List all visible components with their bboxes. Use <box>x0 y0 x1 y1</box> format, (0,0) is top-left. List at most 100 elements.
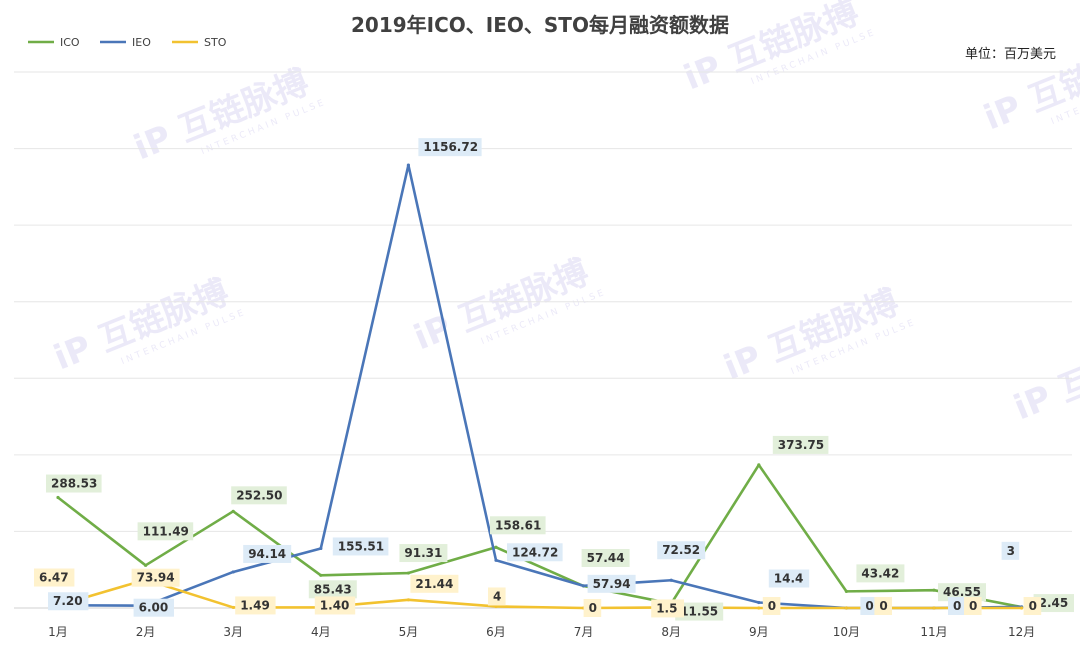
data-point-sto <box>1020 606 1023 609</box>
data-point-ieo <box>670 579 673 582</box>
data-label-sto: 4 <box>488 587 506 605</box>
series-line-ico <box>58 465 1022 607</box>
data-label-text: 43.42 <box>861 566 899 580</box>
watermark-text: iP 互链脉搏 <box>1008 322 1080 428</box>
data-point-sto <box>407 598 410 601</box>
legend-label: IEO <box>132 36 151 49</box>
data-label-ieo: 3 <box>1002 542 1020 560</box>
data-label-text: 0 <box>865 599 873 613</box>
x-tick-label: 4月 <box>311 625 331 639</box>
data-point-ieo <box>757 601 760 604</box>
data-point-sto <box>757 606 760 609</box>
data-point-ico <box>407 571 410 574</box>
data-point-ico <box>494 546 497 549</box>
data-point-ico <box>845 590 848 593</box>
data-label-sto: 1.40 <box>315 596 355 614</box>
data-label-ico: 252.50 <box>231 486 287 504</box>
x-tick-label: 6月 <box>486 625 506 639</box>
data-point-sto <box>232 606 235 609</box>
data-label-sto: 1.5 <box>651 599 684 617</box>
data-label-text: 288.53 <box>51 477 97 491</box>
x-tick-label: 10月 <box>833 625 860 639</box>
legend-item-ico: ICO <box>28 36 80 49</box>
data-label-ieo: 124.72 <box>507 543 563 561</box>
data-label-text: 111.49 <box>143 524 189 538</box>
data-label-text: 94.14 <box>248 547 286 561</box>
unit-label: 单位：百万美元 <box>965 47 1056 62</box>
chart-title: 2019年ICO、IEO、STO每月融资额数据 <box>351 13 729 37</box>
data-label-ieo: 72.52 <box>657 541 705 559</box>
data-label-text: 2.45 <box>1039 596 1069 610</box>
data-point-ieo <box>582 584 585 587</box>
data-label-ico: 43.42 <box>856 564 904 582</box>
data-point-ico <box>56 496 59 499</box>
data-label-ico: 158.61 <box>490 516 546 534</box>
data-label-text: 1156.72 <box>423 140 478 154</box>
data-label-sto: 0 <box>874 597 892 615</box>
data-label-sto: 0 <box>584 599 602 617</box>
legend-item-ieo: IEO <box>100 36 151 49</box>
data-label-text: 85.43 <box>314 582 352 596</box>
data-label-text: 373.75 <box>778 438 824 452</box>
data-label-text: 158.61 <box>495 518 541 532</box>
data-point-ico <box>319 574 322 577</box>
data-point-ico <box>757 463 760 466</box>
x-tick-label: 8月 <box>661 625 681 639</box>
data-label-text: 3 <box>1007 544 1015 558</box>
data-label-text: 1.40 <box>320 598 350 612</box>
data-point-ico <box>232 510 235 513</box>
data-label-ieo: 1156.72 <box>418 138 481 156</box>
data-label-ieo: 155.51 <box>333 537 389 555</box>
data-label-text: 1.5 <box>656 601 677 615</box>
data-point-ieo <box>494 559 497 562</box>
data-label-text: 7.20 <box>53 594 83 608</box>
data-label-text: 155.51 <box>338 539 384 553</box>
x-tick-label: 3月 <box>223 625 243 639</box>
data-label-text: 252.50 <box>236 488 282 502</box>
legend-item-sto: STO <box>172 36 227 49</box>
x-tick-label: 2月 <box>136 625 156 639</box>
data-label-ico: 111.49 <box>138 522 194 540</box>
data-label-text: 0 <box>953 599 961 613</box>
data-label-ico: 373.75 <box>773 436 829 454</box>
data-label-sto: 6.47 <box>34 569 74 587</box>
data-point-ico <box>932 589 935 592</box>
data-label-text: 14.4 <box>774 571 804 585</box>
data-point-ieo <box>407 164 410 167</box>
x-tick-label: 12月 <box>1008 625 1035 639</box>
data-label-sto: 73.94 <box>132 569 180 587</box>
data-label-ico: 57.44 <box>582 549 630 567</box>
legend-label: ICO <box>60 36 80 49</box>
data-label-sto: 0 <box>763 597 781 615</box>
data-label-ieo: 94.14 <box>243 545 291 563</box>
data-label-text: 73.94 <box>137 571 175 585</box>
data-label-ico: 288.53 <box>46 475 102 493</box>
data-label-text: 6.00 <box>139 601 169 615</box>
x-tick-label: 5月 <box>399 625 419 639</box>
data-label-text: 0 <box>879 599 887 613</box>
data-label-sto: 21.44 <box>410 575 458 593</box>
data-label-text: 57.94 <box>593 577 631 591</box>
data-label-text: 6.47 <box>39 571 69 585</box>
data-label-text: 1.49 <box>240 598 270 612</box>
data-point-ieo <box>319 547 322 550</box>
data-label-text: 0 <box>1029 599 1037 613</box>
data-label-ieo: 7.20 <box>48 592 88 610</box>
data-label-ico: 91.31 <box>399 544 447 562</box>
data-label-text: 0 <box>969 599 977 613</box>
x-tick-label: 11月 <box>920 625 947 639</box>
data-label-sto: 1.49 <box>235 596 275 614</box>
data-point-ico <box>144 564 147 567</box>
data-label-text: 21.44 <box>415 577 453 591</box>
data-label-ieo: 57.94 <box>588 575 636 593</box>
x-tick-label: 1月 <box>48 625 68 639</box>
data-label-ieo: 0 <box>948 597 966 615</box>
data-label-text: 124.72 <box>512 545 558 559</box>
data-label-ico: 85.43 <box>309 580 357 598</box>
